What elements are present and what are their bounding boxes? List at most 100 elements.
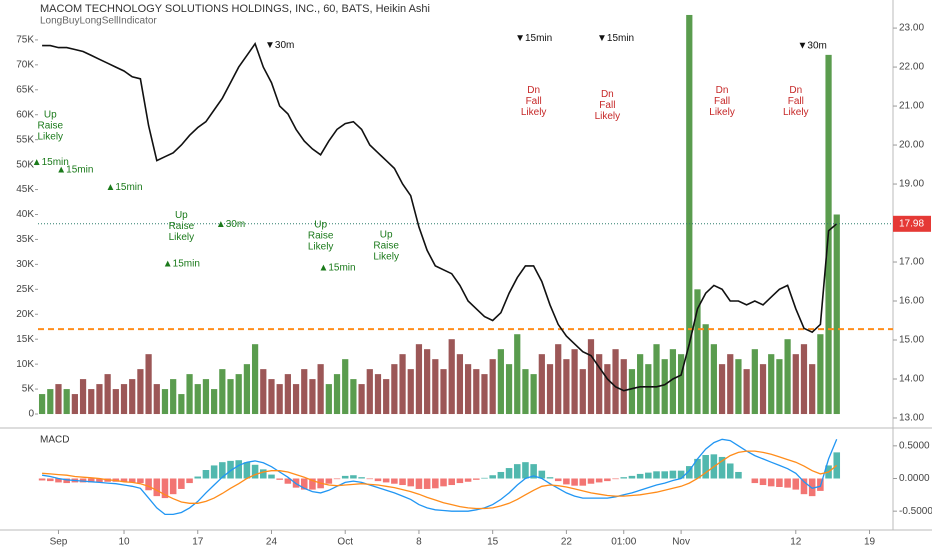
x-tick-label: 15 [487, 537, 499, 548]
volume-bar [833, 214, 840, 415]
volume-tick-label: 0 [28, 409, 34, 420]
macd-histogram-bar [776, 478, 783, 487]
macd-histogram-bar [702, 454, 709, 479]
volume-bar [366, 369, 373, 415]
volume-bar [79, 379, 87, 415]
macd-histogram-bar [47, 478, 54, 482]
volume-tick-label: 30K [16, 259, 34, 270]
volume-bar [669, 349, 677, 415]
macd-histogram-bar [341, 475, 349, 479]
annotation: Fall [788, 96, 804, 107]
x-tick-label: 17 [192, 537, 204, 548]
price-tick-label: 16.00 [899, 296, 924, 307]
volume-bar [219, 369, 226, 415]
macd-histogram-bar [735, 471, 742, 479]
volume-bar [325, 384, 332, 415]
macd-histogram-bar [96, 478, 103, 483]
volume-bar [620, 359, 627, 415]
volume-bar [489, 359, 496, 415]
macd-histogram-bar [792, 478, 800, 490]
annotation: ▲15min [32, 157, 69, 168]
price-tick-label: 21.00 [899, 101, 924, 112]
macd-histogram-bar [661, 471, 668, 479]
macd-histogram-bar [579, 478, 587, 486]
macd-histogram-bar [489, 475, 496, 479]
price-tick-label: 23.00 [899, 23, 924, 34]
annotation: Up [44, 110, 57, 121]
volume-bar [784, 339, 791, 415]
annotation: Fall [599, 100, 615, 111]
macd-histogram-bar [505, 468, 513, 479]
macd-histogram-bar [620, 477, 628, 479]
annotation: ▲15min [318, 263, 355, 274]
volume-tick-label: 45K [16, 184, 34, 195]
volume-bar [776, 359, 783, 415]
macd-histogram-bar [333, 478, 341, 480]
volume-bar [792, 354, 799, 415]
volume-tick-label: 35K [16, 234, 34, 245]
volume-bar [47, 389, 54, 415]
volume-bar [768, 354, 775, 415]
annotation: Raise [37, 121, 63, 132]
macd-histogram-bar [407, 478, 415, 487]
volume-bar [546, 364, 554, 415]
annotation: Likely [373, 251, 399, 262]
volume-bar [653, 344, 660, 415]
annotation: Up [175, 210, 188, 221]
volume-bar [235, 374, 242, 415]
price-tick-label: 17.00 [899, 257, 924, 268]
volume-bar [145, 354, 152, 415]
price-tick-label: 14.00 [899, 374, 924, 385]
volume-bar [309, 379, 316, 415]
annotation: Likely [308, 242, 334, 253]
macd-histogram-bar [808, 478, 816, 497]
volume-bar [727, 354, 734, 415]
volume-bar [596, 354, 603, 415]
x-tick-label: 24 [266, 537, 278, 548]
macd-histogram-bar [194, 476, 202, 479]
macd-histogram-bar [653, 471, 660, 479]
x-tick-label: Oct [337, 537, 353, 548]
volume-tick-label: 50K [16, 159, 34, 170]
macd-histogram-bar [55, 478, 62, 483]
macd-line [42, 450, 838, 510]
macd-histogram-bar [612, 478, 619, 480]
volume-bar [260, 369, 267, 415]
volume-bar [530, 374, 537, 415]
volume-bar [284, 374, 291, 415]
macd-histogram-bar [497, 471, 505, 479]
macd-tick-label: -0.5000 [899, 506, 932, 517]
macd-histogram-bar [595, 478, 603, 483]
macd-histogram-bar [563, 478, 570, 485]
volume-bar [186, 374, 193, 415]
x-tick-label: 19 [864, 537, 876, 548]
volume-bar [96, 384, 103, 415]
volume-bar [161, 389, 169, 415]
annotation: ▼15min [597, 33, 634, 44]
volume-bar [251, 344, 259, 415]
macd-histogram-bar [440, 478, 447, 487]
macd-histogram-bar [251, 464, 259, 479]
price-tick-label: 13.00 [899, 413, 924, 424]
volume-bar [112, 389, 119, 415]
macd-histogram-bar [169, 478, 177, 495]
macd-histogram-bar [358, 477, 365, 479]
annotation: ▲15min [163, 259, 200, 270]
volume-bar [399, 354, 406, 415]
volume-tick-label: 25K [16, 284, 34, 295]
annotation: Raise [373, 240, 399, 251]
macd-histogram-bar [366, 478, 374, 480]
macd-histogram-bar [694, 458, 701, 479]
annotation: Dn [716, 85, 729, 96]
x-tick-label: 8 [416, 537, 422, 548]
volume-bar [137, 369, 144, 415]
volume-bar [694, 289, 701, 415]
macd-histogram-bar [833, 452, 841, 479]
volume-bar [358, 384, 365, 415]
volume-bar [628, 369, 636, 415]
volume-bar [604, 364, 611, 415]
macd-histogram-bar [530, 464, 537, 479]
macd-histogram-bar [391, 478, 398, 484]
